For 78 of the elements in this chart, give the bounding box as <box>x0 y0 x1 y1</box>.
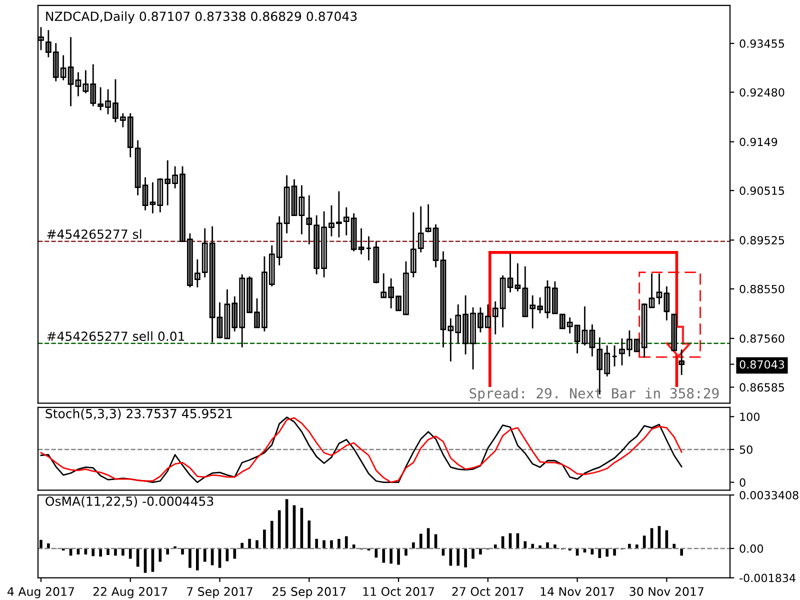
y-tick-label: 0.00 <box>740 544 764 553</box>
bar <box>128 548 132 559</box>
y-tick-label: 0.87043 <box>740 360 784 369</box>
bar <box>233 548 236 559</box>
bar <box>322 540 326 548</box>
bar <box>598 548 602 558</box>
y-tick-label: 0.89525 <box>740 236 784 244</box>
annotation: Spread: 29. Next Bar in 358:29 <box>470 388 719 402</box>
bar <box>404 548 408 556</box>
bar <box>397 548 400 565</box>
chart-title: OsMA(11,22,5) -0.0004453 <box>46 496 214 508</box>
bar <box>315 538 318 548</box>
bar <box>338 538 340 548</box>
y-tick-label: 0.88550 <box>740 284 784 294</box>
bar <box>256 540 258 548</box>
bar <box>524 541 527 548</box>
bar <box>248 538 251 548</box>
y-tick-label: 0.90515 <box>740 186 784 195</box>
y-tick-label: 50 <box>740 445 752 454</box>
bar <box>181 548 184 555</box>
bar <box>494 544 497 548</box>
y-tick-label: 0.0033408 <box>740 490 798 500</box>
bar <box>308 520 311 548</box>
bar <box>158 548 162 562</box>
y-tick-label: 0.86585 <box>740 383 784 392</box>
bar <box>92 548 95 556</box>
bar <box>99 548 102 557</box>
bar <box>188 548 192 568</box>
y-tick-label: 0.93455 <box>740 39 784 48</box>
y-tick-label: 0.87560 <box>740 334 784 343</box>
bar <box>330 540 333 548</box>
bar <box>642 536 646 548</box>
y-tick-label: 0.9149 <box>740 138 778 146</box>
bar <box>106 548 110 556</box>
bar <box>472 548 474 559</box>
x-tick-label: 14 Nov 2017 <box>540 587 614 596</box>
x-tick-label: 11 Oct 2017 <box>363 587 434 596</box>
bar <box>270 520 274 548</box>
bar <box>382 548 386 563</box>
x-tick-label: 30 Nov 2017 <box>630 587 704 596</box>
bar <box>531 544 534 548</box>
bar <box>456 548 460 566</box>
chart-title: Stoch(5,3,3) 23.7537 45.9521 <box>46 408 232 420</box>
bar <box>479 548 482 555</box>
chart-title: NZDCAD,Daily 0.87107 0.87338 0.86829 0.87043 <box>46 11 357 24</box>
bar <box>554 544 556 548</box>
bar <box>606 548 609 557</box>
x-tick-label: 22 Aug 2017 <box>93 587 168 598</box>
ref-line-label: #454265277 sell 0.01 <box>47 331 184 341</box>
bar <box>122 548 124 556</box>
bar <box>240 542 244 548</box>
bar <box>47 543 50 548</box>
x-tick-label: 7 Sep 2017 <box>187 587 252 598</box>
y-tick-label: -0.001834 <box>740 574 796 582</box>
x-tick-label: 4 Aug 2017 <box>8 587 74 598</box>
y-tick-label: 0 <box>740 478 746 487</box>
bar <box>263 530 266 548</box>
bar <box>390 548 392 564</box>
bar <box>203 548 206 562</box>
y-tick-label: 0.92480 <box>740 88 784 97</box>
y-tick-label: 100 <box>740 412 760 421</box>
bar <box>196 548 199 570</box>
ref-line-label: #454265277 sl <box>47 229 142 239</box>
bar <box>114 548 117 556</box>
x-tick-label: 25 Sep 2017 <box>272 587 346 598</box>
bar <box>344 536 348 548</box>
bar <box>672 544 676 548</box>
bar <box>538 545 542 548</box>
x-tick-label: 27 Oct 2017 <box>452 587 524 596</box>
bar <box>419 534 422 548</box>
bar <box>412 542 415 548</box>
bar <box>278 510 281 548</box>
bar <box>166 548 170 555</box>
bar <box>613 548 616 556</box>
bar <box>680 548 683 556</box>
candlestick <box>671 314 678 352</box>
bar <box>464 548 467 568</box>
bar <box>546 542 549 548</box>
